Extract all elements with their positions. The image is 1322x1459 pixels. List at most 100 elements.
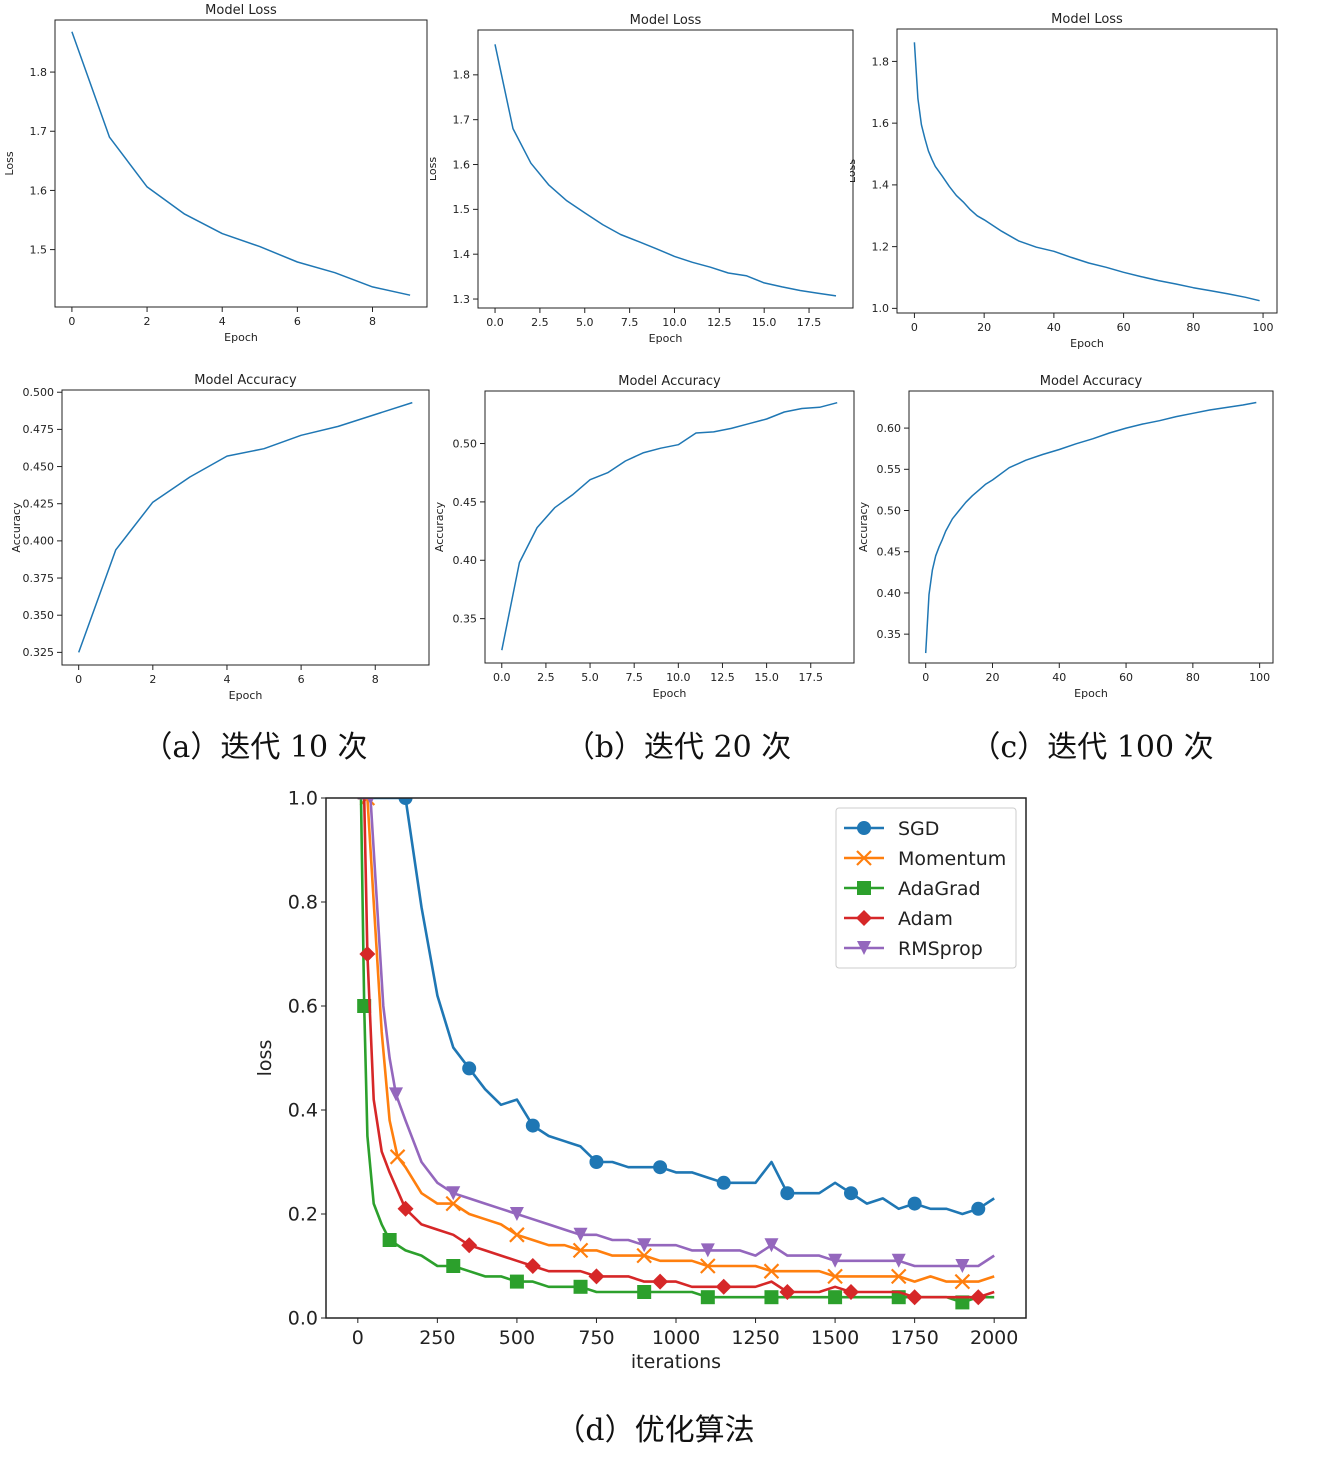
x-tick-label: 2.5 (531, 316, 549, 329)
series-line-0 (494, 44, 837, 297)
chart-title: Model Loss (630, 13, 702, 28)
legend-marker (857, 941, 871, 955)
x-axis-label: Epoch (224, 331, 258, 344)
legend-label-adam: Adam (898, 908, 953, 930)
y-tick-label: 0.325 (23, 646, 55, 659)
chart-title: Model Accuracy (1040, 374, 1143, 389)
axes-frame (61, 389, 430, 666)
series-point (357, 999, 372, 1013)
y-tick-label: 1.8 (872, 55, 890, 68)
axes-frame (908, 390, 1274, 664)
y-tick-label: 1.3 (453, 293, 471, 306)
series-point (397, 1200, 414, 1217)
x-axis-label: Epoch (653, 687, 687, 700)
x-tick-label: 1250 (731, 1327, 779, 1349)
chart-d-optimizers: 0 250 500 750 1000 1250 1500 1750 2000 0.0 0.2 0.4 0… (254, 788, 1027, 1373)
series-point (446, 1186, 461, 1201)
legend-label-sgd: SGD (898, 818, 939, 840)
series-point (906, 1289, 923, 1306)
y-tick-label: 0.50 (453, 437, 478, 450)
y-axis-label: Accuracy (10, 502, 23, 553)
y-axis-label: Loss (850, 159, 858, 183)
y-axis-label: Loss (430, 157, 439, 181)
y-tick-label: 0.8 (288, 892, 318, 914)
x-axis-label: Epoch (649, 332, 683, 345)
series-point (637, 1285, 652, 1299)
x-tick-label: 250 (419, 1327, 455, 1349)
x-tick-label: 4 (219, 315, 226, 328)
plot-area (501, 401, 838, 651)
x-tick-label: 40 (1052, 671, 1066, 684)
series-point (588, 1268, 605, 1285)
series-line-sgd (357, 798, 995, 1216)
legend-label-momentum: Momentum (898, 848, 1006, 870)
chart-c-model-accuracy: 0 20 40 60 80 100 0.35 0.40 0.45 0.50 0.55 0.60 Mode… (857, 374, 1274, 700)
series-point (382, 1233, 397, 1247)
x-tick-label: 0.0 (493, 671, 511, 684)
y-tick-label: 0.4 (288, 1100, 318, 1122)
y-tick-label: 0.400 (23, 535, 55, 548)
y-tick-label: 1.8 (30, 66, 48, 79)
x-tick-label: 15.0 (754, 671, 779, 684)
y-tick-label: 0.60 (877, 422, 902, 435)
series-line-0 (913, 42, 1260, 302)
x-tick-label: 17.5 (798, 671, 823, 684)
chart-b-model-loss: 0.0 2.5 5.0 7.5 10.0 12.5 15.0 17.5 1.3 1.4 1.5 1.6… (430, 13, 854, 345)
series-point (509, 1227, 525, 1243)
x-tick-label: 20 (985, 671, 999, 684)
x-axis-label: Epoch (229, 689, 263, 702)
y-tick-label: 1.4 (872, 179, 890, 192)
x-tick-label: 750 (578, 1327, 614, 1349)
series-point (389, 1149, 406, 1165)
y-tick-label: 1.8 (453, 69, 471, 82)
series-point (764, 1290, 779, 1305)
plot-area (913, 42, 1260, 302)
y-tick-label: 1.5 (453, 203, 471, 216)
axes-frame (477, 29, 854, 309)
chart-title: Model Accuracy (194, 373, 297, 388)
x-tick-label: 60 (1119, 671, 1133, 684)
y-tick-label: 0.55 (877, 463, 902, 476)
x-tick-label: 0.0 (486, 316, 504, 329)
y-tick-label: 0.45 (877, 546, 902, 559)
chart-a-model-accuracy: 0 2 4 6 8 0.325 0.350 0.375 0.400 0.425 0.450 0.475… (10, 373, 430, 702)
x-tick-label: 12.5 (710, 671, 735, 684)
x-tick-label: 8 (369, 315, 376, 328)
x-tick-label: 1750 (890, 1327, 938, 1349)
series-point (971, 1201, 986, 1216)
series-point (970, 1289, 987, 1306)
legend-box (835, 807, 1017, 969)
plot-area (924, 401, 1257, 654)
series-point (716, 1175, 731, 1190)
y-tick-label: 0.50 (877, 504, 902, 517)
y-tick-label: 0.35 (453, 612, 478, 625)
x-tick-label: 17.5 (797, 316, 822, 329)
series-line-0 (71, 31, 411, 296)
x-tick-label: 2.5 (537, 671, 555, 684)
series-point (509, 1207, 524, 1221)
series-point (779, 1284, 796, 1300)
plot-area (77, 401, 413, 653)
plot-area (357, 798, 995, 1310)
x-tick-label: 0 (75, 673, 82, 686)
chart-a-model-loss: 0 2 4 6 8 1.5 1.6 1.7 1.8 Model Loss Epoch Loss (3, 3, 428, 344)
series-point (573, 1227, 588, 1242)
chart-title: Model Accuracy (618, 374, 721, 389)
x-tick-label: 0 (922, 671, 929, 684)
y-tick-label: 1.0 (288, 788, 318, 810)
x-tick-label: 5.0 (576, 316, 594, 329)
legend-label-rmsprop: RMSprop (898, 938, 983, 960)
y-axis-label: Accuracy (857, 501, 870, 552)
y-tick-label: 1.4 (453, 248, 471, 261)
series-point (398, 798, 413, 805)
x-tick-label: 0 (911, 321, 918, 334)
x-axis-label: Epoch (1070, 337, 1104, 350)
x-tick-label: 2 (144, 315, 151, 328)
y-tick-label: 0.2 (288, 1204, 318, 1226)
series-point (525, 1118, 540, 1133)
x-tick-label: 6 (298, 673, 305, 686)
series-point (572, 1242, 589, 1259)
x-tick-label: 40 (1047, 321, 1061, 334)
y-tick-label: 0.450 (23, 460, 55, 473)
series-point (652, 1273, 669, 1290)
